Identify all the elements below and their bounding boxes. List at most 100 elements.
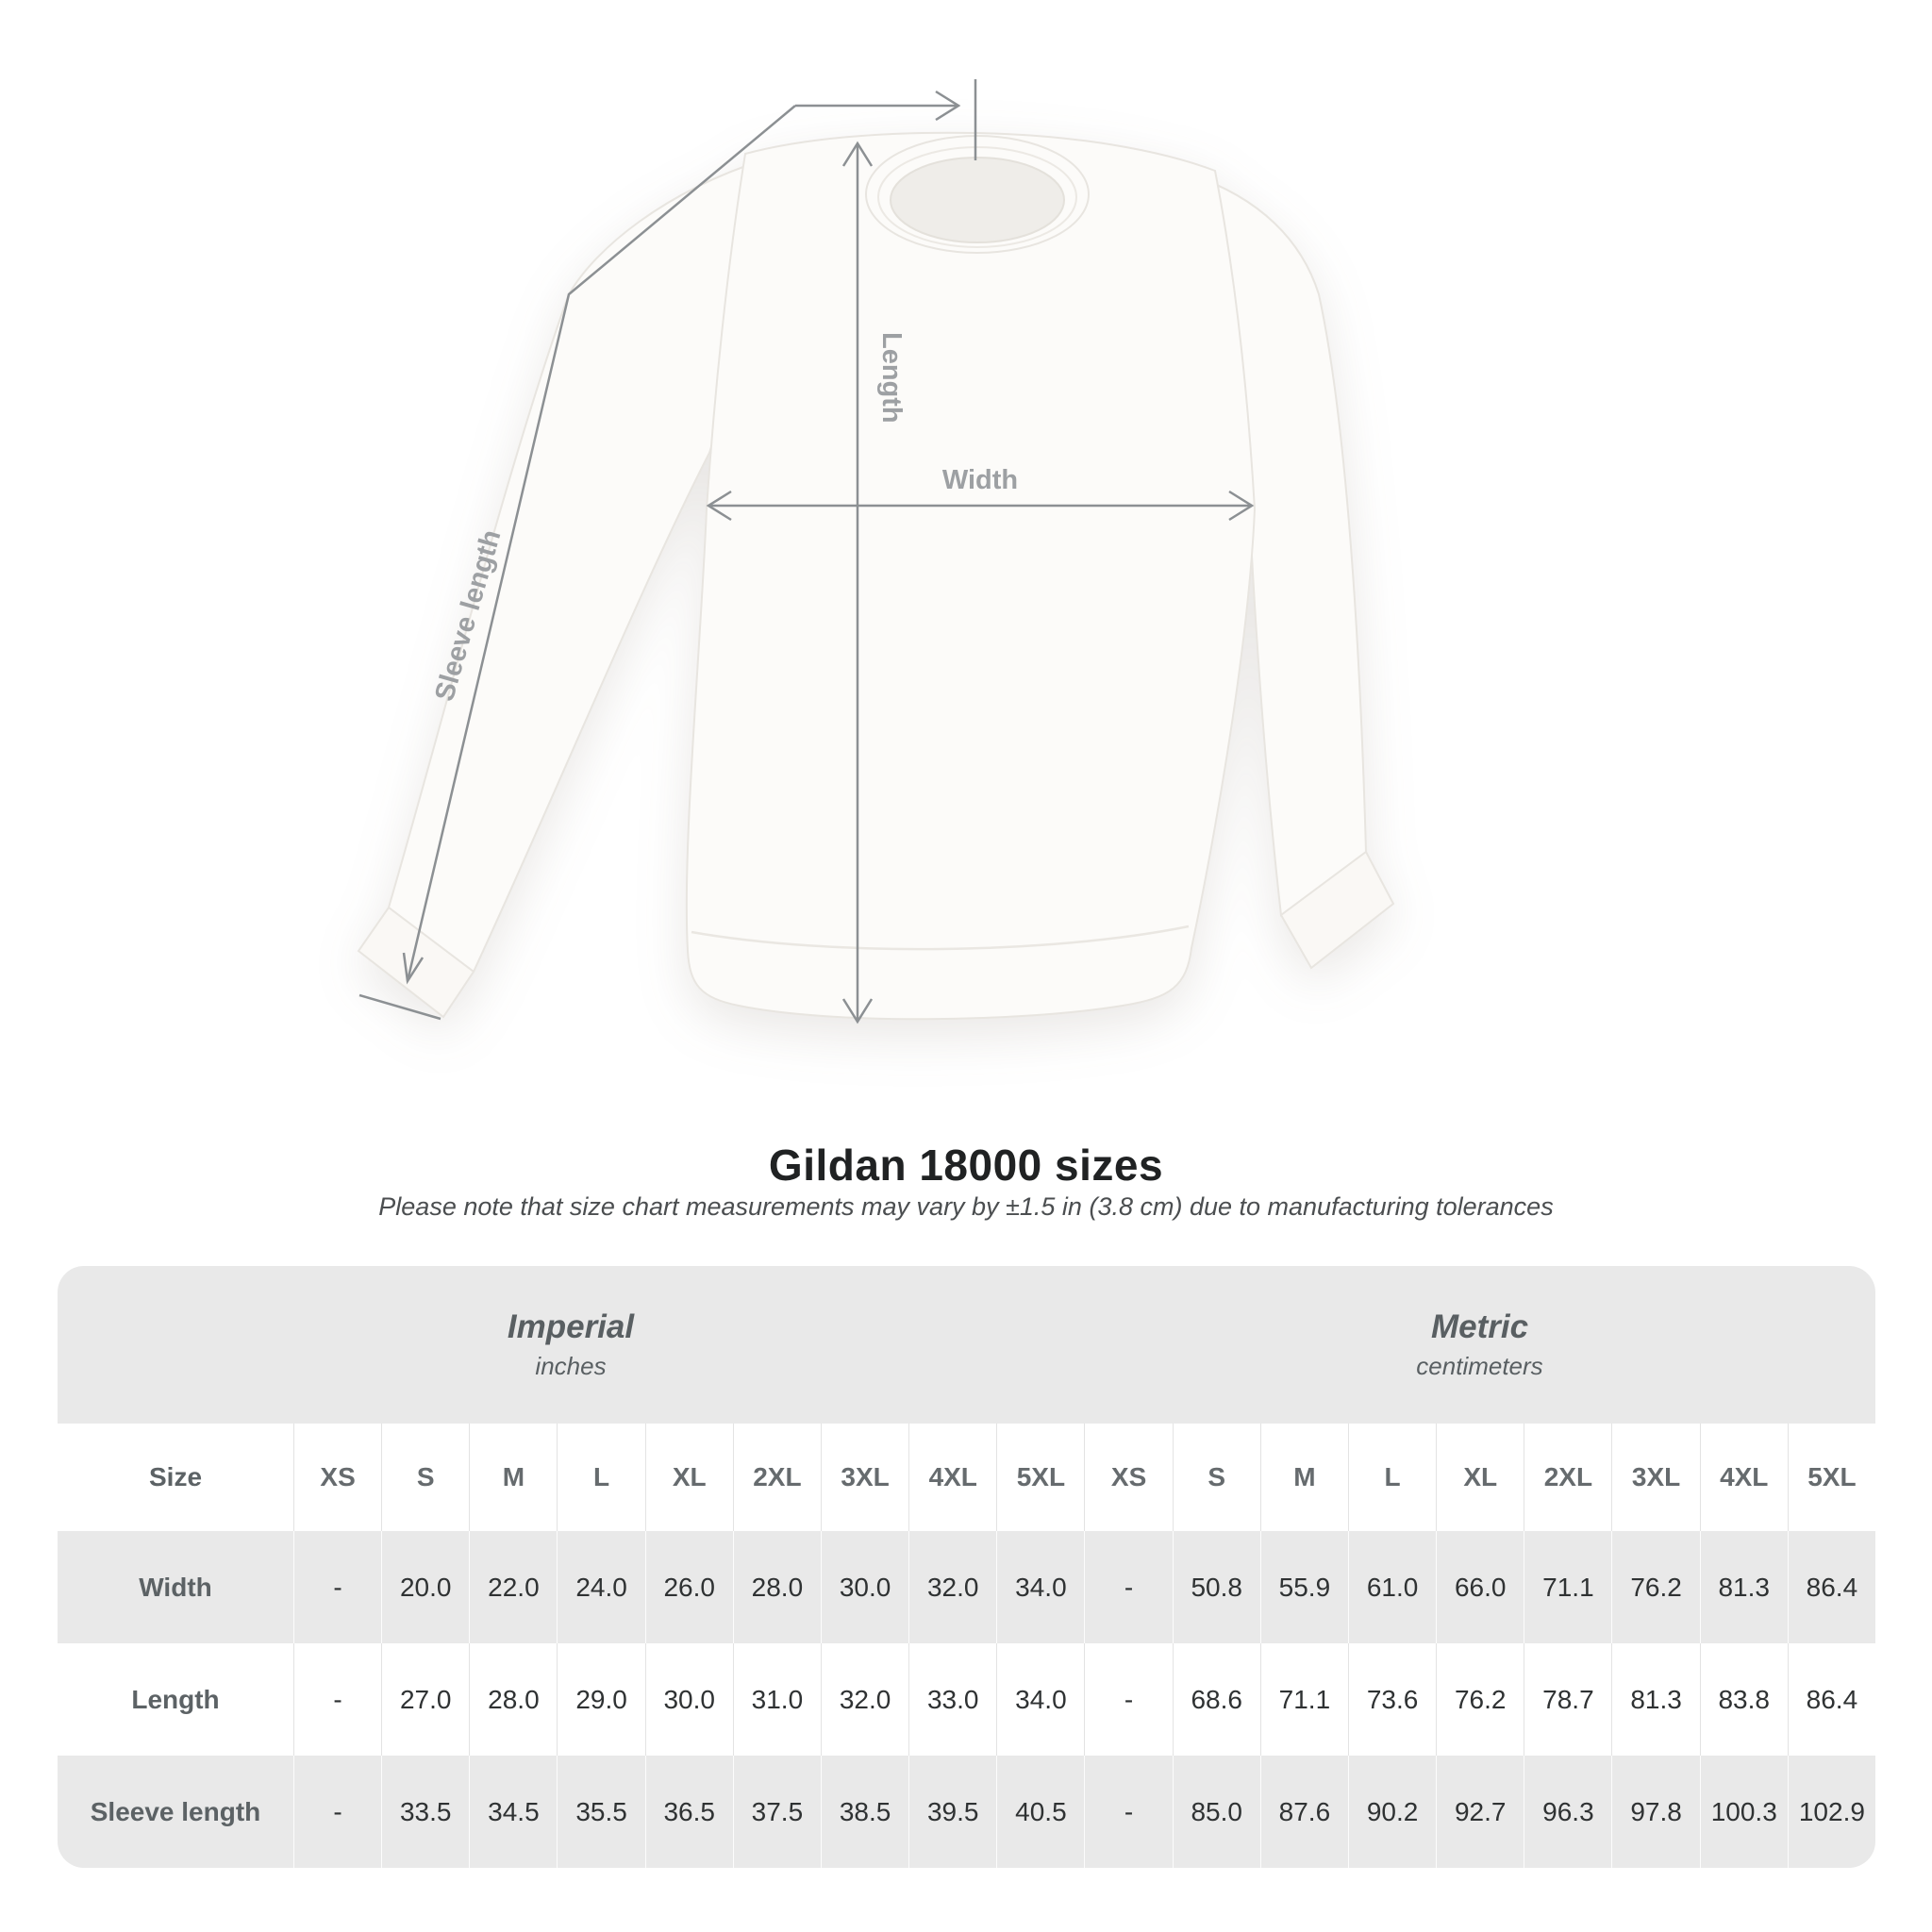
value-cell: 32.0 (820, 1643, 908, 1756)
value-cell: 102.9 (1787, 1756, 1875, 1868)
value-cell: 83.8 (1699, 1643, 1788, 1756)
size-header-cell: XS (293, 1424, 381, 1531)
value-cell: 73.6 (1347, 1643, 1436, 1756)
value-cell: 61.0 (1347, 1531, 1436, 1643)
value-cell: 20.0 (381, 1531, 469, 1643)
metric-unit: centimeters (1416, 1352, 1543, 1380)
table-row-width: Width -20.0 22.0 24.0 26.0 28.0 30.0 32.0 34.0-5… (58, 1531, 1875, 1643)
tolerance-note: Please note that size chart measurements… (378, 1192, 1554, 1221)
value-cell: 36.5 (644, 1756, 733, 1868)
size-header-cell: 2XL (1524, 1424, 1611, 1531)
value-cell: 86.4 (1787, 1643, 1875, 1756)
value-cell: 78.7 (1524, 1643, 1611, 1756)
value-cell: 66.0 (1436, 1531, 1524, 1643)
size-header-row: Size XS S M L XL 2XL 3XL 4XL 5XL XS S M L XL 2XL 3XL 4XL 5… (58, 1424, 1875, 1531)
arrow-right-icon (935, 90, 961, 122)
value-cell: 34.0 (996, 1643, 1084, 1756)
sweatshirt-image (357, 131, 1395, 1021)
size-header-cell: M (469, 1424, 557, 1531)
size-header-cell: M (1259, 1424, 1348, 1531)
metric-label: Metric (1430, 1308, 1529, 1345)
arrow-down-left-icon (402, 952, 425, 985)
table-row-sleeve_length: Sleeve length -33.5 34.5 35.5 36.5 37.5 38.5 39… (58, 1756, 1875, 1868)
value-cell: 39.5 (908, 1756, 996, 1868)
size-header-cell: 3XL (1611, 1424, 1699, 1531)
measurement-lines (358, 79, 1255, 1024)
value-cell: - (1084, 1531, 1172, 1643)
value-cell: 76.2 (1436, 1643, 1524, 1756)
size-column-label: Size (148, 1462, 203, 1491)
imperial-label: Imperial (507, 1308, 635, 1345)
value-cell: 26.0 (644, 1531, 733, 1643)
value-cell: 68.6 (1172, 1643, 1260, 1756)
value-cell: 40.5 (996, 1756, 1084, 1868)
imperial-unit: inches (535, 1352, 607, 1380)
unit-header-band: Imperial inches Metric centimeters (58, 1266, 1875, 1424)
size-header-cell: 2XL (732, 1424, 821, 1531)
value-cell: 87.6 (1259, 1756, 1348, 1868)
size-header-cell: 5XL (996, 1424, 1084, 1531)
value-cell: 50.8 (1172, 1531, 1260, 1643)
value-cell: - (1084, 1643, 1172, 1756)
value-cell: 38.5 (820, 1756, 908, 1868)
value-cell: 30.0 (644, 1643, 733, 1756)
sleeve-end-tick (358, 993, 441, 1021)
value-cell: 31.0 (732, 1643, 821, 1756)
metric-group-header: Metric centimeters (1084, 1266, 1875, 1424)
size-header-cell: S (381, 1424, 469, 1531)
sleeve-measure-line (406, 105, 796, 982)
table-row-length: Length -27.0 28.0 29.0 30.0 31.0 32.0 33.0 34.0-… (58, 1643, 1875, 1756)
value-cell: 22.0 (469, 1531, 557, 1643)
arrow-up-icon (841, 141, 874, 167)
size-header-cell: L (557, 1424, 644, 1531)
value-cell: 97.8 (1611, 1756, 1699, 1868)
size-header-cell: XL (1436, 1424, 1524, 1531)
page-title: Gildan 18000 sizes (768, 1141, 1164, 1190)
value-cell: - (293, 1643, 381, 1756)
value-cell: 85.0 (1172, 1756, 1260, 1868)
value-cell: 34.5 (469, 1756, 557, 1868)
value-cell: 33.0 (908, 1643, 996, 1756)
row-label-cell: Width (139, 1572, 212, 1602)
value-cell: 30.0 (820, 1531, 908, 1643)
value-cell: 71.1 (1259, 1643, 1348, 1756)
value-cell: 35.5 (557, 1756, 644, 1868)
value-cell: 90.2 (1347, 1756, 1436, 1868)
value-cell: 76.2 (1611, 1531, 1699, 1643)
value-cell: 100.3 (1699, 1756, 1788, 1868)
value-cell: 81.3 (1699, 1531, 1788, 1643)
value-cell: 24.0 (557, 1531, 644, 1643)
value-cell: - (293, 1531, 381, 1643)
value-cell: - (293, 1756, 381, 1868)
value-cell: 86.4 (1787, 1531, 1875, 1643)
imperial-group-header: Imperial inches (58, 1266, 1084, 1424)
value-cell: 27.0 (381, 1643, 469, 1756)
arrow-left-icon (706, 490, 732, 522)
size-header-cell: XS (1084, 1424, 1172, 1531)
size-table: Imperial inches Metric centimeters Size X… (58, 1266, 1875, 1868)
arrow-right-icon (1228, 490, 1255, 522)
value-cell: 81.3 (1611, 1643, 1699, 1756)
size-header-cell: XL (644, 1424, 733, 1531)
row-label-cell: Sleeve length (90, 1796, 261, 1826)
size-header-cell: L (1347, 1424, 1436, 1531)
row-label-cell: Length (131, 1684, 220, 1714)
value-cell: 28.0 (469, 1643, 557, 1756)
width-measure-label: Width (942, 465, 1018, 495)
value-cell: 71.1 (1524, 1531, 1611, 1643)
value-cell: 28.0 (732, 1531, 821, 1643)
size-header-cell: 4XL (1699, 1424, 1788, 1531)
size-header-cell: 4XL (908, 1424, 996, 1531)
value-cell: 29.0 (557, 1643, 644, 1756)
size-header-cell: 3XL (820, 1424, 908, 1531)
value-cell: 96.3 (1524, 1756, 1611, 1868)
value-cell: 92.7 (1436, 1756, 1524, 1868)
value-cell: 33.5 (381, 1756, 469, 1868)
value-cell: 37.5 (732, 1756, 821, 1868)
length-measure-label: Length (876, 332, 907, 424)
value-cell: 55.9 (1259, 1531, 1348, 1643)
size-header-cell: 5XL (1787, 1424, 1875, 1531)
value-cell: 34.0 (996, 1531, 1084, 1643)
